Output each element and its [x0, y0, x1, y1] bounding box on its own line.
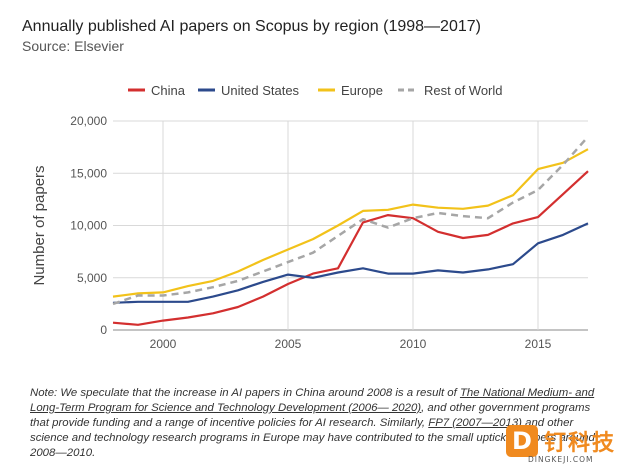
y-tick-label: 10,000 [70, 219, 107, 233]
legend-label: Rest of World [424, 83, 503, 98]
watermark-logo: D 钉科技 DINGKEJI.COM [506, 425, 628, 464]
logo-chinese-text: 钉科技 [544, 431, 617, 456]
series-line [112, 170, 589, 326]
y-tick-label: 0 [100, 323, 107, 337]
y-axis-label: Number of papers [31, 165, 48, 285]
footnote: Note: We speculate that the increase in … [30, 386, 608, 461]
chart-subtitle: Source: Elsevier [22, 38, 124, 54]
footnote-text-2: , and other government programs that pro… [30, 402, 591, 429]
logo-mark: D [506, 425, 538, 457]
legend-label: China [151, 83, 186, 98]
legend-label: Europe [341, 83, 383, 98]
footnote-link-fp7[interactable]: FP7 (2007—2013) [428, 417, 522, 429]
line-chart: 0 5,000 10,000 15,000 20,000 2000 2005 2010 2015… [31, 83, 589, 351]
y-tick-label: 5,000 [77, 271, 107, 285]
x-tick-label: 2000 [150, 337, 177, 351]
footnote-text-1: Note: We speculate that the increase in … [30, 387, 460, 399]
series-line [112, 148, 589, 298]
series-line [112, 222, 589, 304]
legend-label: United States [221, 83, 300, 98]
series-line [112, 135, 589, 306]
x-tick-label: 2015 [525, 337, 552, 351]
y-tick-label: 15,000 [70, 166, 107, 180]
chart-title: Annually published AI papers on Scopus b… [22, 18, 481, 35]
footnote-link-program[interactable]: The National Medium- and Long-Term Progr… [30, 387, 595, 414]
x-tick-label: 2005 [275, 337, 302, 351]
x-tick-label: 2010 [400, 337, 427, 351]
y-tick-label: 20,000 [70, 114, 107, 128]
footnote-text-3: and other science and technology researc… [30, 417, 595, 459]
logo-english-text: DINGKEJI.COM [528, 455, 594, 464]
